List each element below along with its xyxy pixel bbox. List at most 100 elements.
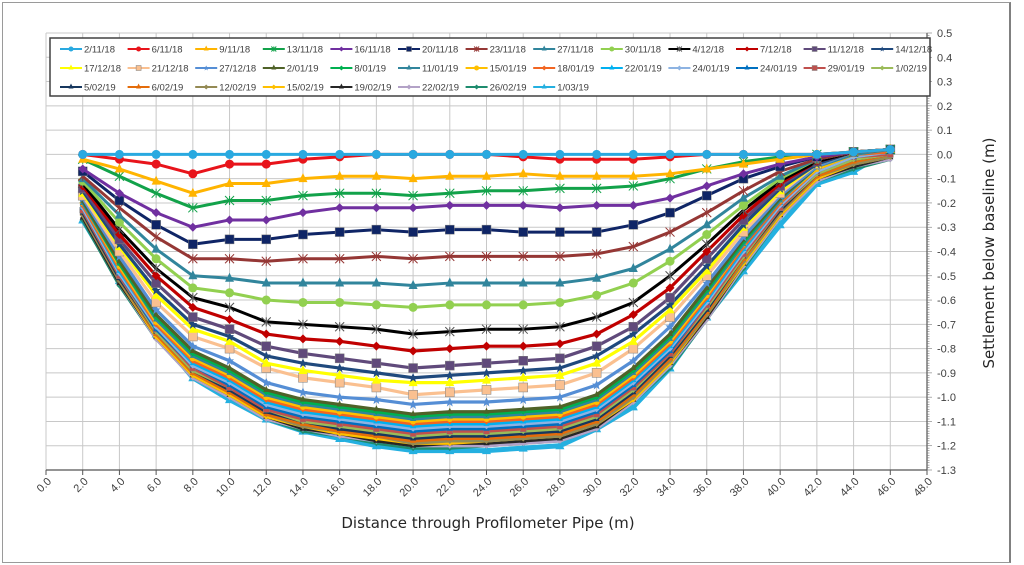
data-point xyxy=(445,200,455,210)
data-point xyxy=(518,300,528,310)
data-point xyxy=(665,227,675,237)
data-point xyxy=(224,195,235,206)
data-point xyxy=(298,173,308,183)
data-point xyxy=(224,253,235,264)
data-point xyxy=(609,46,615,52)
legend-item: 22/02/19 xyxy=(398,83,459,94)
data-point xyxy=(371,368,381,378)
legend-item: 14/12/18 xyxy=(871,45,932,56)
data-point xyxy=(592,272,602,282)
data-point xyxy=(261,341,271,351)
data-point xyxy=(628,356,638,366)
data-point xyxy=(665,304,675,314)
data-point xyxy=(555,440,565,450)
data-point xyxy=(261,234,271,245)
data-point xyxy=(555,353,565,364)
data-point xyxy=(261,317,272,327)
data-point xyxy=(225,149,235,159)
data-point xyxy=(406,46,412,52)
data-point xyxy=(628,200,638,210)
data-point xyxy=(555,149,565,159)
data-point xyxy=(702,230,712,240)
data-point xyxy=(188,283,198,293)
data-point xyxy=(481,358,492,368)
legend-item: 11/12/18 xyxy=(803,45,864,56)
legend-item: 27/12/18 xyxy=(195,64,256,75)
data-point xyxy=(371,251,382,262)
legend-item: 2/11/18 xyxy=(60,45,115,56)
data-point xyxy=(136,46,142,52)
data-point xyxy=(702,247,712,256)
data-point xyxy=(225,288,235,298)
data-point xyxy=(188,323,198,333)
data-point xyxy=(224,234,235,245)
data-point xyxy=(482,149,491,159)
data-point xyxy=(151,263,161,274)
data-point xyxy=(665,243,675,253)
legend-label: 14/12/18 xyxy=(895,45,932,56)
legend-label: 2/01/19 xyxy=(287,64,319,75)
data-point xyxy=(224,302,235,313)
data-point xyxy=(738,169,748,179)
legend-label: 21/12/18 xyxy=(152,64,189,75)
legend-label: 1/02/19 xyxy=(895,64,927,75)
data-point xyxy=(334,188,345,199)
data-point xyxy=(334,377,345,388)
legend-label: 22/02/19 xyxy=(422,83,459,94)
data-point xyxy=(482,397,491,407)
data-point xyxy=(473,46,480,52)
legend-label: 9/11/18 xyxy=(219,45,250,56)
data-point xyxy=(335,203,345,213)
data-point xyxy=(738,220,748,230)
legend-item: 27/11/18 xyxy=(533,45,593,56)
data-point xyxy=(298,358,308,368)
x-tick-label: 16.0 xyxy=(324,476,348,500)
legend-label: 18/01/19 xyxy=(557,64,594,75)
data-point xyxy=(188,222,198,232)
legend-label: 24/01/19 xyxy=(760,64,797,75)
data-point xyxy=(271,84,277,90)
data-point xyxy=(628,310,638,320)
data-point xyxy=(518,277,528,287)
data-point xyxy=(702,265,712,275)
data-point xyxy=(298,253,308,264)
y-tick-label: 0.1 xyxy=(937,125,952,137)
data-point xyxy=(298,319,308,330)
data-point xyxy=(261,178,271,188)
x-axis-title: Distance through Profilometer Pipe (m) xyxy=(341,514,634,532)
data-point xyxy=(518,341,528,351)
data-point xyxy=(482,445,491,455)
y-axis-title: Settlement below baseline (m) xyxy=(980,138,998,369)
x-tick-label: 4.0 xyxy=(108,476,127,495)
y-tick-label: -0.7 xyxy=(937,319,956,331)
data-point xyxy=(225,178,235,188)
data-point xyxy=(188,302,198,312)
data-point xyxy=(555,392,565,402)
data-point xyxy=(371,358,382,368)
data-point xyxy=(189,347,196,354)
legend-item: 2/01/19 xyxy=(262,64,319,75)
data-point xyxy=(445,277,455,287)
data-point xyxy=(408,363,418,373)
data-point xyxy=(263,385,270,392)
data-point xyxy=(187,292,198,303)
data-point xyxy=(406,84,412,90)
data-point xyxy=(226,364,233,371)
data-point xyxy=(518,442,528,452)
legend-label: 22/01/19 xyxy=(625,64,662,75)
data-point xyxy=(445,149,455,159)
data-point xyxy=(299,395,306,402)
data-point xyxy=(775,219,785,229)
legend-label: 5/02/19 xyxy=(84,83,116,94)
legend-label: 6/11/18 xyxy=(152,45,183,56)
data-point xyxy=(702,149,712,159)
legend-item: 15/02/19 xyxy=(262,83,324,94)
data-point xyxy=(188,312,198,322)
data-point xyxy=(591,183,602,194)
legend-item: 7/12/18 xyxy=(736,45,792,56)
legend-item: 16/11/18 xyxy=(330,45,391,56)
data-point xyxy=(702,181,712,191)
data-point xyxy=(518,200,528,210)
data-point xyxy=(481,224,492,235)
data-point xyxy=(298,348,308,359)
